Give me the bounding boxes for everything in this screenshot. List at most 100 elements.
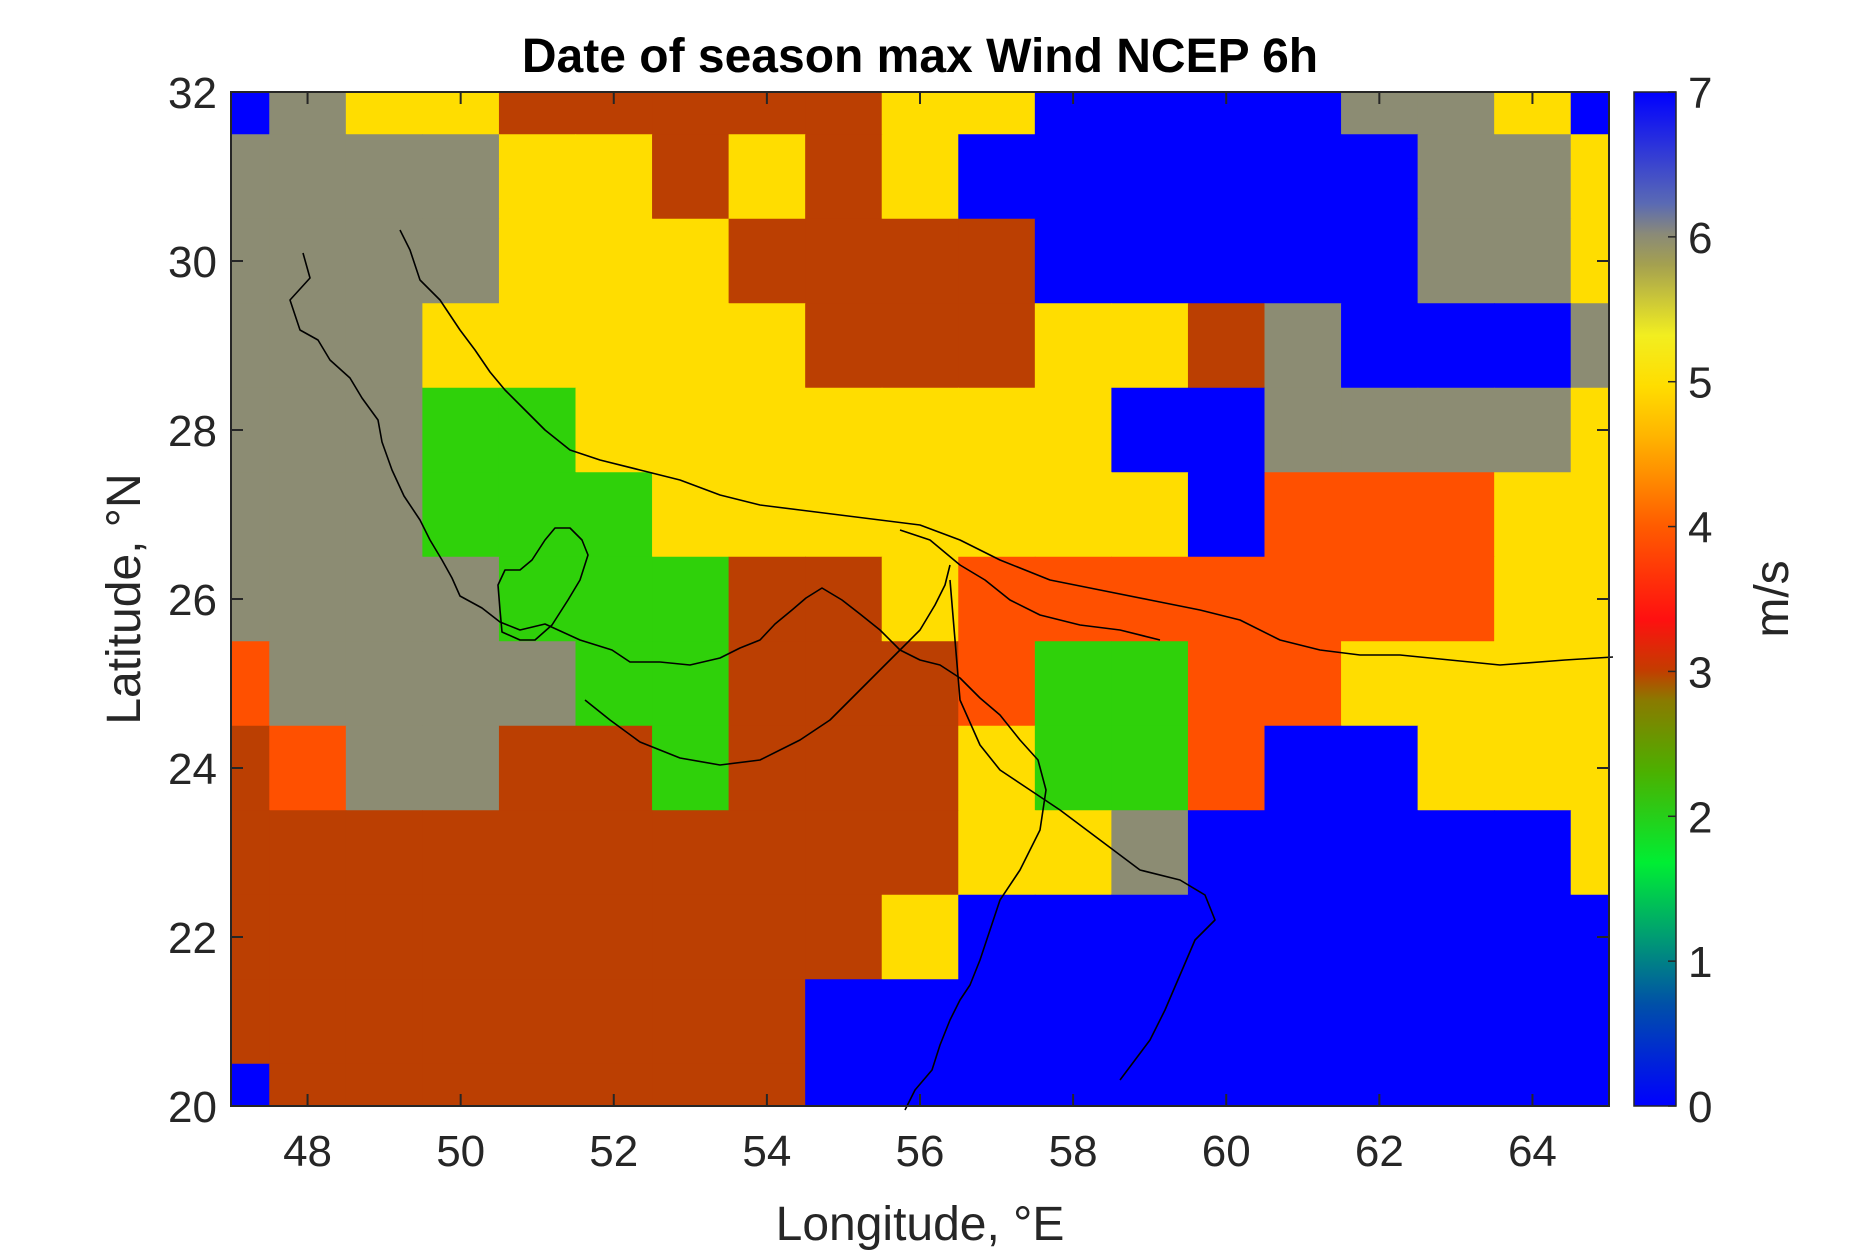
heatmap-cell xyxy=(1264,303,1342,389)
y-tick-label: 20 xyxy=(168,1083,217,1132)
heatmap-cell xyxy=(269,134,347,220)
heatmap-cell xyxy=(958,472,1036,558)
heatmap-cell xyxy=(1111,472,1189,558)
heatmap-cell xyxy=(498,641,577,727)
heatmap-cell xyxy=(881,303,959,389)
heatmap-cell xyxy=(269,303,347,389)
colorbar-tick-label: 6 xyxy=(1688,214,1712,263)
heatmap-cell xyxy=(958,134,1036,220)
heatmap-cell xyxy=(652,387,730,473)
heatmap-cell xyxy=(498,810,577,896)
heatmap-cell xyxy=(958,218,1036,304)
heatmap-cell xyxy=(231,134,270,220)
heatmap-cell xyxy=(728,303,806,389)
heatmap-cell xyxy=(958,725,1036,811)
heatmap-cell xyxy=(958,1063,1036,1107)
heatmap-cell xyxy=(269,979,347,1065)
heatmap-cell xyxy=(345,218,423,304)
heatmap-cell xyxy=(1494,134,1572,220)
y-tick-label: 22 xyxy=(168,914,217,963)
heatmap-cell xyxy=(881,894,959,980)
y-tick-label: 28 xyxy=(168,407,217,456)
heatmap-cell xyxy=(575,134,653,220)
heatmap-cell xyxy=(269,641,347,727)
y-tick-label: 24 xyxy=(168,745,217,794)
heatmap-cell xyxy=(345,303,423,389)
x-axis: 48 50 52 54 56 58 60 62 64 xyxy=(283,92,1557,1176)
heatmap-cell xyxy=(1264,979,1342,1065)
heatmap-cell xyxy=(1034,472,1112,558)
heatmap-cell xyxy=(1417,303,1495,389)
heatmap-cell xyxy=(422,387,500,473)
heatmap-cell xyxy=(652,134,730,220)
heatmap-cell xyxy=(498,894,577,980)
x-tick-label: 50 xyxy=(436,1127,485,1176)
heatmap-cell xyxy=(1034,979,1112,1065)
heatmap-cell xyxy=(1264,387,1342,473)
heatmap-cell xyxy=(728,472,806,558)
heatmap-cell xyxy=(805,641,883,727)
heatmap-cell xyxy=(498,556,577,642)
heatmap-cell xyxy=(1417,979,1495,1065)
heatmap-cell xyxy=(1111,303,1189,389)
heatmap-cell xyxy=(1111,641,1189,727)
heatmap-cell xyxy=(1417,218,1495,304)
heatmap-cell xyxy=(1264,92,1342,135)
heatmap-cell xyxy=(575,218,653,304)
heatmap-cell xyxy=(575,725,653,811)
heatmap-cell xyxy=(498,725,577,811)
heatmap-cell xyxy=(1264,134,1342,220)
x-axis-label: Longitude, °E xyxy=(776,1198,1065,1250)
heatmap-cell xyxy=(1187,725,1266,811)
heatmap-cell xyxy=(1264,218,1342,304)
heatmap-cell xyxy=(498,303,577,389)
heatmap-cell xyxy=(1570,134,1610,220)
x-tick-label: 60 xyxy=(1202,1127,1251,1176)
heatmap-cell xyxy=(652,979,730,1065)
heatmap-cell xyxy=(422,725,500,811)
colorbar-tick-label: 1 xyxy=(1688,938,1712,987)
heatmap-cell xyxy=(1187,472,1266,558)
heatmap-cell xyxy=(498,979,577,1065)
heatmap-cell xyxy=(958,92,1036,135)
coastline-path-qatar xyxy=(497,527,589,641)
heatmap-cell xyxy=(881,134,959,220)
heatmap-cell xyxy=(1034,218,1112,304)
heatmap-cell xyxy=(1570,1063,1610,1107)
heatmap-cell xyxy=(1570,472,1610,558)
heatmap-cell xyxy=(1570,979,1610,1065)
heatmap-cell xyxy=(1034,894,1112,980)
heatmap-cell xyxy=(1034,725,1112,811)
heatmap-cell xyxy=(1187,810,1266,896)
heatmap-cell xyxy=(345,725,423,811)
heatmap-cell xyxy=(1570,303,1610,389)
heatmap-cell xyxy=(1417,1063,1495,1107)
heatmap-cell xyxy=(269,556,347,642)
coastline-path-uae xyxy=(584,564,951,766)
heatmap-cell xyxy=(575,303,653,389)
heatmap-cell xyxy=(1417,641,1495,727)
heatmap-cell xyxy=(728,218,806,304)
heatmap-cell xyxy=(1111,894,1189,980)
heatmap-cell xyxy=(1494,641,1572,727)
heatmap-cell xyxy=(881,641,959,727)
heatmap-cell xyxy=(1341,979,1419,1065)
x-tick-label: 52 xyxy=(589,1127,638,1176)
heatmap-cell xyxy=(422,134,500,220)
heatmap-cell xyxy=(1417,810,1495,896)
colorbar-tick-label: 5 xyxy=(1688,359,1712,408)
colorbar-tick-label: 0 xyxy=(1688,1083,1712,1132)
heatmap-cell xyxy=(422,979,500,1065)
heatmap-cell xyxy=(1111,218,1189,304)
heatmap-cell xyxy=(1341,725,1419,811)
heatmap-cell xyxy=(345,472,423,558)
heatmap-cell xyxy=(575,894,653,980)
heatmap-cell xyxy=(1494,556,1572,642)
heatmap-cell xyxy=(805,979,883,1065)
heatmap-cell xyxy=(805,218,883,304)
heatmap-cell xyxy=(231,92,270,135)
heatmap-cell xyxy=(881,556,959,642)
colorbar xyxy=(1633,91,1677,1107)
heatmap-cell xyxy=(269,472,347,558)
